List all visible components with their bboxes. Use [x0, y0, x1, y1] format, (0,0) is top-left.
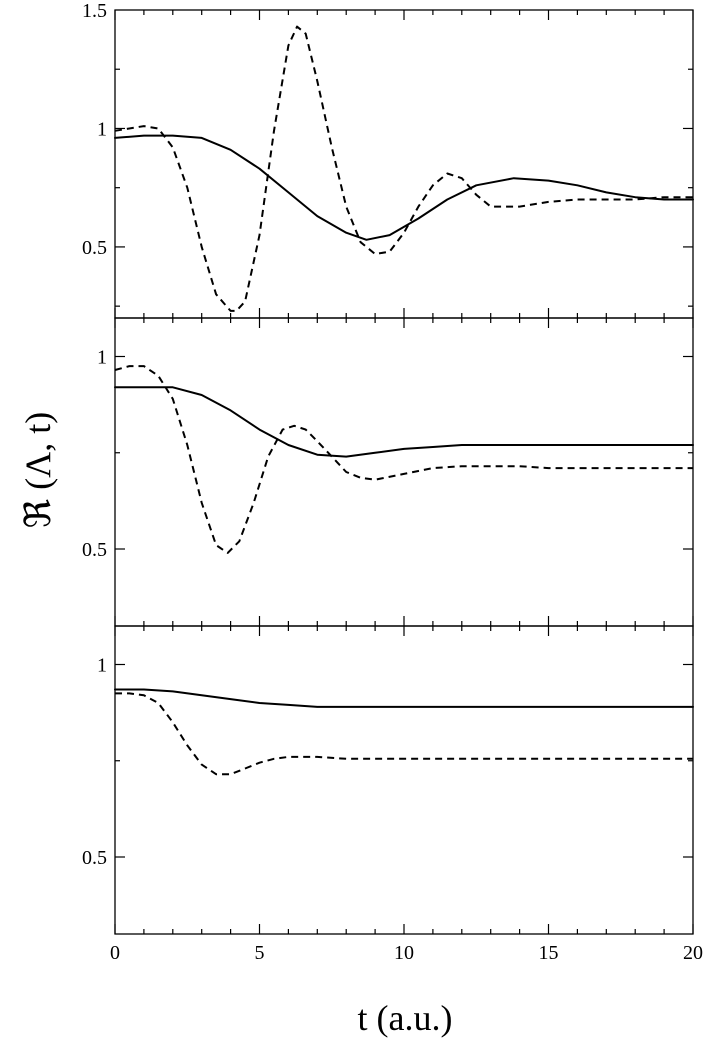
- y-axis-title: ℜ (Λ, t): [18, 412, 58, 528]
- y-tick-label: 1.5: [82, 0, 107, 22]
- x-tick-label: 5: [255, 942, 265, 964]
- panel-1-series-solid-line: [114, 134, 694, 241]
- x-tick-label: 0: [110, 942, 120, 964]
- panel-2-series-dashed-line: [114, 365, 693, 554]
- x-tick-label: 20: [683, 942, 703, 964]
- x-tick-label: 10: [394, 942, 414, 964]
- panel-3-series-dashed-line: [115, 692, 693, 776]
- panel-2-frame: [114, 317, 694, 627]
- x-tick-label: 15: [539, 942, 559, 964]
- panel-3-frame: [114, 625, 694, 935]
- panel-1: 0.5 1 1.5: [82, 0, 694, 319]
- panel-2: 0.51: [82, 317, 694, 627]
- panel-3: 0.51: [82, 625, 694, 935]
- panel-1-frame: [114, 9, 694, 319]
- y-tick-label: 0.5: [82, 847, 107, 869]
- x-axis-title: t (a.u.): [358, 998, 453, 1038]
- panel-3-series-solid-line: [114, 688, 694, 708]
- panels-layer: 0.511.50.510.510 5 10 15 20: [82, 0, 703, 964]
- y-tick-label: 1: [97, 347, 107, 369]
- y-tick-label: 1: [97, 118, 107, 140]
- y-tick-label: 0.5: [82, 539, 107, 561]
- panel-1-series-dashed-line: [114, 25, 693, 312]
- panel-2-series-solid-line: [114, 386, 694, 458]
- y-tick-label: 1: [97, 655, 107, 677]
- y-tick-label: 0.5: [82, 237, 107, 259]
